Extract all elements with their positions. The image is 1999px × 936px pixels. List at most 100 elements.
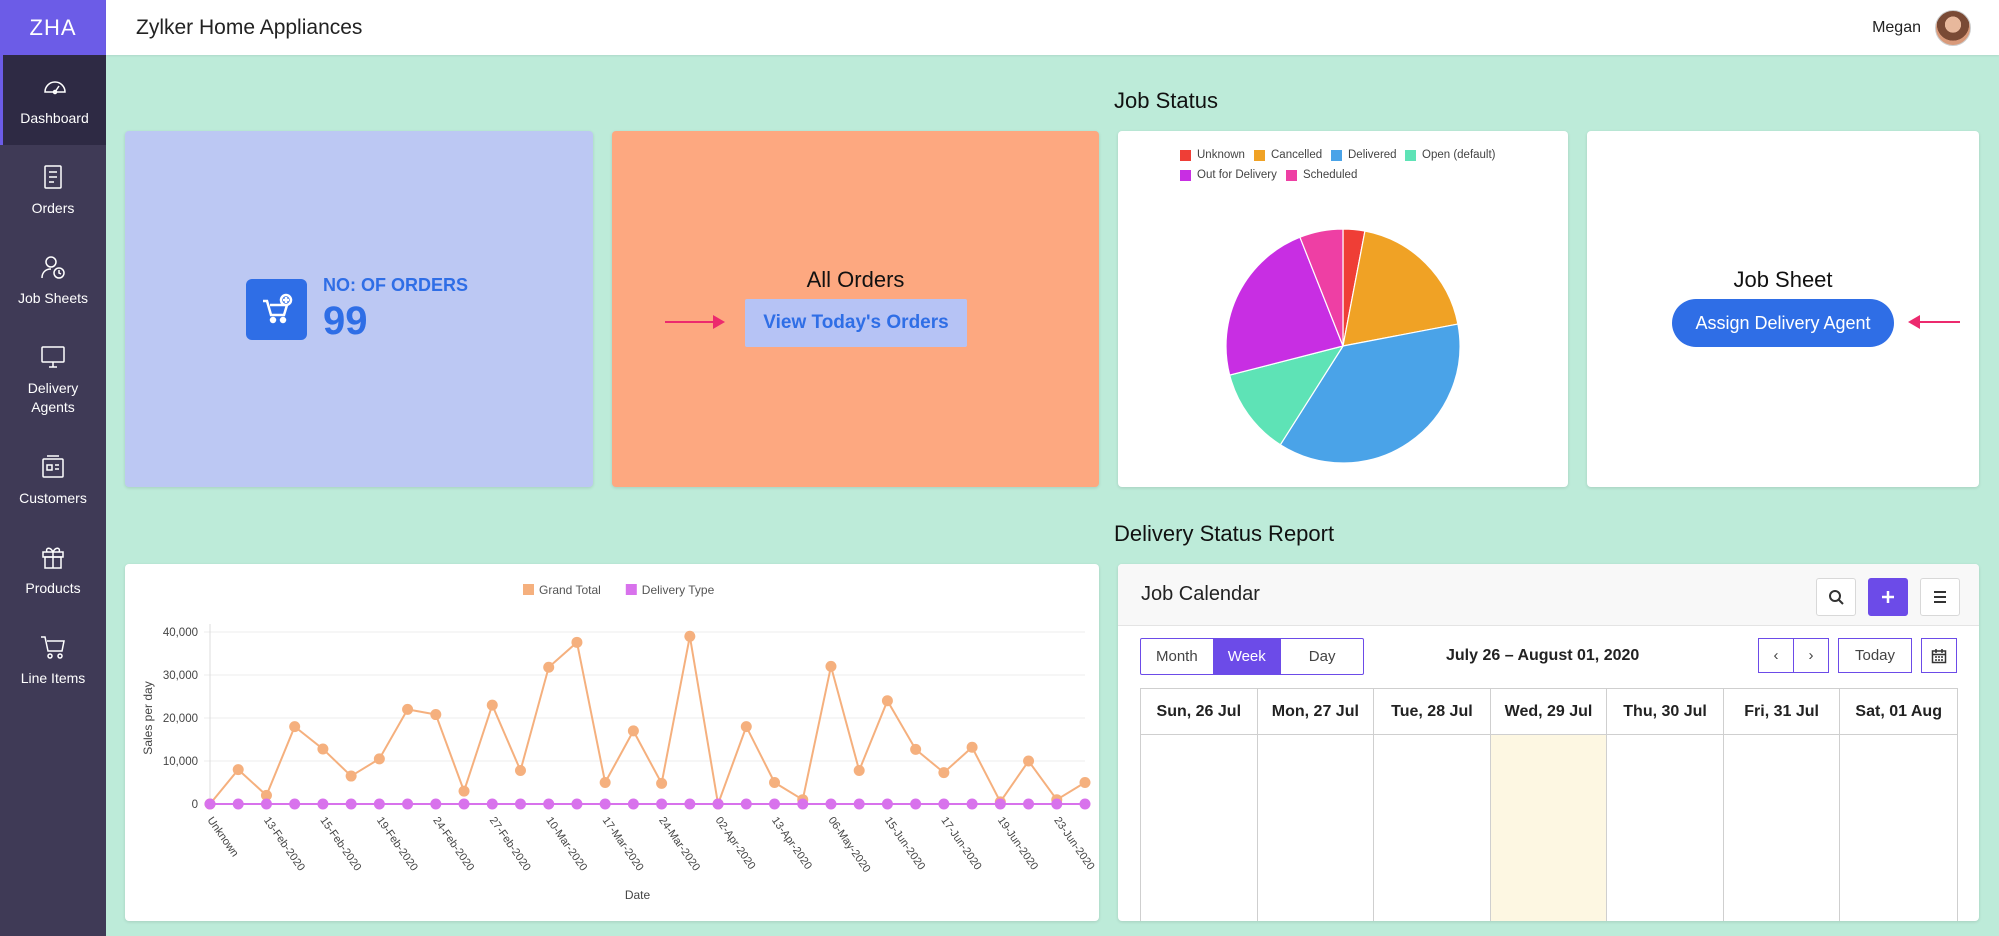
chevron-right-icon[interactable]: › <box>1793 638 1829 673</box>
plus-icon <box>1882 591 1894 603</box>
data-point <box>994 798 1006 810</box>
calendar-day-cell[interactable] <box>1724 735 1841 921</box>
calendar-day-cell[interactable] <box>1374 735 1491 921</box>
data-point <box>938 798 950 810</box>
legend-item[interactable]: Open (default) <box>1405 149 1496 161</box>
date-picker-button[interactable] <box>1921 638 1957 673</box>
data-point <box>543 798 555 810</box>
y-tick-label: 10,000 <box>163 756 198 768</box>
data-point <box>317 798 329 810</box>
data-point <box>430 798 442 810</box>
x-tick-label: Unknown <box>205 815 241 859</box>
calendar-day-cell[interactable] <box>1607 735 1724 921</box>
view-week-button[interactable]: Week <box>1212 639 1281 674</box>
menu-button[interactable] <box>1920 578 1960 616</box>
data-point <box>1023 798 1035 810</box>
sidebar-item-label: Orders <box>31 199 75 216</box>
avatar[interactable] <box>1935 9 1971 46</box>
app-logo[interactable]: ZHA <box>0 0 106 55</box>
calendar-title: Job Calendar <box>1141 583 1260 605</box>
legend-swatch <box>625 584 637 595</box>
calendar-week-grid: Sun, 26 Jul Mon, 27 Jul Tue, 28 Jul Wed,… <box>1140 688 1958 921</box>
data-point <box>1023 755 1035 767</box>
user-name: Megan <box>1872 18 1921 36</box>
data-point <box>345 770 357 782</box>
assign-delivery-agent-button[interactable]: Assign Delivery Agent <box>1672 299 1894 347</box>
orders-count-card[interactable]: NO: OF ORDERS 99 <box>125 131 593 487</box>
today-button[interactable]: Today <box>1838 638 1912 673</box>
data-point <box>825 798 837 810</box>
chevron-left-icon[interactable]: ‹ <box>1758 638 1794 673</box>
data-point <box>402 798 414 810</box>
legend-item[interactable]: Unknown <box>1180 149 1245 161</box>
calendar-date-range: July 26 – August 01, 2020 <box>1446 647 1640 664</box>
customers-icon <box>42 454 64 478</box>
sidebar-item-customers[interactable]: Customers <box>0 435 106 525</box>
calendar-day-cell-today[interactable] <box>1490 735 1608 921</box>
sidebar-item-label: Line Items <box>20 669 86 686</box>
data-point <box>571 798 583 810</box>
x-tick-label: 17-Mar-2020 <box>600 815 646 873</box>
view-month-button[interactable]: Month <box>1156 648 1198 665</box>
calendar-day-cell[interactable] <box>1258 735 1375 921</box>
y-tick-label: 30,000 <box>163 670 198 682</box>
data-point <box>514 764 526 776</box>
search-button[interactable] <box>1816 578 1856 616</box>
data-point <box>881 798 893 810</box>
calendar-day-header: Sat, 01 Aug <box>1840 689 1957 735</box>
data-point <box>458 798 470 810</box>
data-point <box>1079 777 1091 788</box>
add-job-button[interactable] <box>1868 578 1908 616</box>
calendar-day-header: Wed, 29 Jul <box>1490 689 1608 735</box>
sidebar-item-label: Products <box>25 579 81 596</box>
data-point <box>260 798 272 810</box>
data-point <box>514 798 526 810</box>
x-tick-label: 13-Apr-2020 <box>769 815 814 872</box>
pie-chart[interactable] <box>1118 131 1568 487</box>
data-point <box>769 777 781 788</box>
orders-count-label: NO: OF ORDERS <box>323 275 469 295</box>
series-line-grand-total <box>209 636 1086 808</box>
sales-line-chart-card: Grand Total Delivery Type 0 10,000 20,000 30,… <box>125 564 1099 921</box>
x-tick-label: 06-May-2020 <box>826 815 873 875</box>
calendar-day-header: Mon, 27 Jul <box>1257 689 1375 735</box>
y-tick-label: 40,000 <box>163 627 198 639</box>
calendar-day-header: Sun, 26 Jul <box>1141 689 1258 735</box>
all-orders-title: All Orders <box>806 267 905 292</box>
legend-item[interactable]: Cancelled <box>1254 149 1322 161</box>
sidebar-item-job-sheets[interactable]: Job Sheets <box>0 235 106 325</box>
cart-icon <box>41 635 65 659</box>
calendar-day-header: Tue, 28 Jul <box>1374 689 1491 735</box>
job-status-pie-card: Unknown Cancelled Delivered Open (defaul… <box>1118 131 1568 487</box>
legend-item[interactable]: Out for Delivery <box>1180 169 1277 181</box>
data-point <box>740 798 752 810</box>
sidebar-item-dashboard[interactable]: Dashboard <box>0 55 106 145</box>
top-header: Zylker Home Appliances Megan <box>106 0 1999 55</box>
sidebar-item-line-items[interactable]: Line Items <box>0 615 106 705</box>
data-point <box>289 798 301 810</box>
pie-slice-cancelled <box>1342 230 1459 347</box>
legend-item[interactable]: Delivered <box>1331 149 1397 161</box>
sidebar-item-orders[interactable]: Orders <box>0 145 106 235</box>
calendar-day-cell[interactable] <box>1840 735 1957 921</box>
view-day-button[interactable]: Day <box>1308 648 1336 665</box>
job-calendar-card: Job Calendar Month Week Day July 26 – Au… <box>1118 564 1979 921</box>
data-point <box>853 764 865 776</box>
data-point <box>571 636 583 648</box>
user-menu[interactable]: Megan <box>1872 9 1971 46</box>
x-tick-label: 17-Jun-2020 <box>938 815 983 872</box>
line-chart[interactable]: Grand Total Delivery Type 0 10,000 20,000 30,… <box>125 564 1099 921</box>
data-point <box>740 721 752 733</box>
pointer-arrow-icon <box>665 315 725 329</box>
data-point <box>910 743 922 755</box>
x-tick-label: 24-Mar-2020 <box>656 815 702 873</box>
sidebar-item-delivery-agents[interactable]: Delivery Agents <box>0 325 106 435</box>
sidebar-item-products[interactable]: Products <box>0 525 106 615</box>
view-todays-orders-button[interactable]: View Today's Orders <box>745 299 967 347</box>
data-point <box>656 777 668 789</box>
pie-slice-open-default <box>1228 345 1345 446</box>
legend-item[interactable]: Scheduled <box>1286 169 1357 181</box>
job-sheet-card: Job Sheet Assign Delivery Agent <box>1587 131 1979 487</box>
data-point <box>853 798 865 810</box>
calendar-day-cell[interactable] <box>1141 735 1258 921</box>
